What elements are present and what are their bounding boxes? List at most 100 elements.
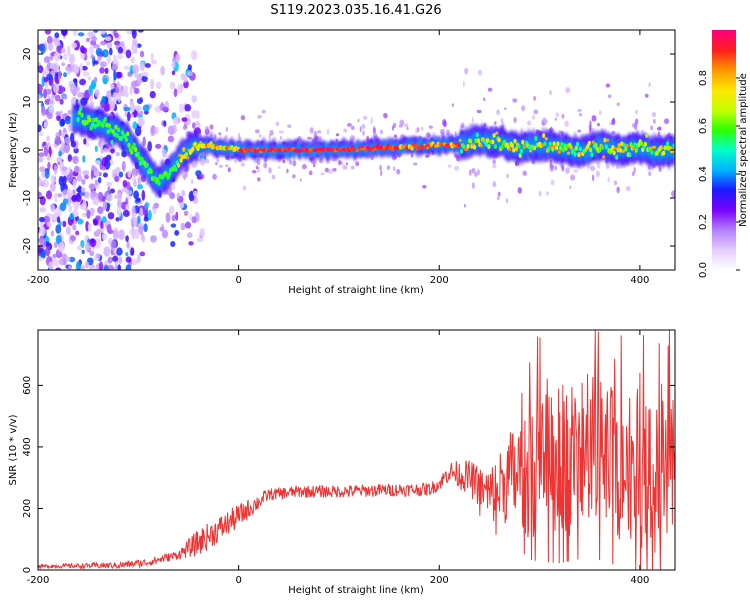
snr-x-axis: -200 0 200 400 bbox=[27, 330, 649, 586]
spectrogram-cell bbox=[139, 110, 144, 116]
spectrogram-cell bbox=[39, 207, 46, 213]
spectrogram-ridge-peak bbox=[389, 145, 393, 149]
spectrogram-cell bbox=[87, 31, 94, 37]
spectrogram-cell bbox=[162, 106, 169, 112]
spectrogram-ridge-peak bbox=[80, 112, 84, 118]
spectrogram-cell bbox=[219, 164, 223, 168]
spectrogram-cell bbox=[85, 37, 91, 42]
spectrogram-cell bbox=[65, 226, 71, 236]
spectrogram-cell bbox=[110, 148, 115, 154]
spectrogram-cell bbox=[106, 181, 112, 187]
spectrogram-cell bbox=[137, 30, 144, 33]
spectrogram-ridge-peak bbox=[136, 151, 140, 157]
spectrogram-cell bbox=[48, 261, 54, 270]
spectrogram-cell bbox=[131, 44, 137, 52]
spectrogram-ridge-peak bbox=[180, 154, 185, 160]
spectrogram-cell bbox=[428, 125, 433, 129]
spectrogram-cell bbox=[650, 125, 654, 131]
spectrogram-cell bbox=[554, 117, 557, 121]
spectrogram-ridge-peak bbox=[493, 144, 497, 149]
spectrogram-cell bbox=[63, 53, 68, 61]
spectrogram-cell bbox=[522, 170, 527, 176]
spectrogram-cell bbox=[46, 190, 52, 200]
spectrogram-cell bbox=[113, 54, 117, 60]
spectrogram-ridge-peak bbox=[639, 141, 644, 146]
spectrogram-cell bbox=[116, 71, 123, 79]
spectrogram-cell bbox=[150, 125, 156, 137]
spectrogram-cell bbox=[184, 104, 192, 112]
spectrogram-cell bbox=[57, 242, 65, 253]
spectrogram-cell bbox=[109, 83, 115, 90]
colorbar-tick-label: 0.8 bbox=[698, 70, 709, 86]
spectrogram-cell bbox=[506, 173, 509, 179]
spectrogram-cell bbox=[287, 124, 292, 128]
spectrogram-ridge-peak bbox=[622, 143, 627, 148]
spectrogram-cell bbox=[81, 212, 88, 217]
spectrogram-cell bbox=[141, 189, 146, 201]
spectrogram-ridge-peak bbox=[113, 131, 117, 137]
spectrogram-ridge-peak bbox=[542, 133, 546, 139]
spectrogram-cell bbox=[143, 223, 148, 233]
spectrogram-cell bbox=[261, 109, 266, 114]
spectrogram-ridge-peak bbox=[521, 139, 525, 145]
spectrogram-cell bbox=[130, 247, 135, 256]
spectrogram-ridge-peak bbox=[167, 172, 171, 178]
spectrogram-cell bbox=[268, 133, 271, 140]
spectrogram-ridge-peak bbox=[573, 151, 577, 157]
spectrogram-ridge-peak bbox=[110, 139, 114, 145]
spectrogram-cell bbox=[111, 100, 116, 110]
spectrogram-ridge-peak bbox=[140, 156, 144, 162]
spectrogram-cell bbox=[117, 192, 122, 203]
spectrogram-cell bbox=[188, 190, 195, 202]
spectrogram-cell bbox=[195, 170, 202, 177]
spectrogram-cell bbox=[271, 174, 276, 180]
spectrogram-cell bbox=[380, 170, 383, 177]
spectrogram-cell bbox=[95, 48, 103, 56]
spectrogram-cell bbox=[38, 65, 41, 72]
spectrogram-cell bbox=[406, 126, 409, 131]
spectrogram-cell bbox=[605, 163, 610, 169]
spectrogram-cell bbox=[173, 88, 178, 98]
spectrogram-cell bbox=[440, 128, 445, 135]
spectrogram-ridge-peak bbox=[551, 146, 555, 152]
spectrogram-cell bbox=[84, 261, 90, 269]
spectrogram-cell bbox=[77, 185, 83, 194]
spectrogram-y-label: Frequency (Hz) bbox=[8, 112, 19, 188]
spectrogram-cell bbox=[162, 149, 167, 158]
spectrogram-cell bbox=[54, 135, 61, 146]
spectrogram-cell bbox=[179, 103, 185, 113]
spectrogram-cell bbox=[39, 216, 45, 223]
spectrogram-ridge-peak bbox=[666, 141, 670, 147]
figure-title: S119.2023.035.16.41.G26 bbox=[270, 3, 441, 18]
spectrogram-ridge-peak bbox=[606, 138, 610, 142]
spectrogram-ridge-peak bbox=[611, 145, 615, 150]
spectrogram-cell bbox=[124, 111, 128, 117]
spectrogram-ridge-peak bbox=[600, 145, 605, 151]
spectrogram-cell bbox=[195, 110, 200, 120]
spectrogram-cell bbox=[133, 190, 140, 200]
spectrogram-cell bbox=[282, 159, 286, 164]
spectrogram-cell bbox=[191, 216, 197, 224]
spectrogram-ridge-peak bbox=[117, 127, 121, 133]
spectrogram-cell bbox=[309, 127, 314, 134]
spectrogram-cell bbox=[277, 165, 281, 169]
spectrogram-cell bbox=[527, 120, 531, 126]
spectrogram-cell bbox=[578, 113, 583, 117]
spectrogram-cell bbox=[99, 261, 103, 270]
spectrogram-ridge-peak bbox=[671, 148, 675, 154]
spectrogram-ridge-peak bbox=[182, 147, 186, 152]
spectrogram-cell bbox=[72, 78, 78, 83]
spectrogram-cell bbox=[197, 158, 203, 162]
spectrogram-cell bbox=[133, 87, 140, 95]
spectrogram-cell bbox=[41, 179, 49, 188]
spectrogram-cell bbox=[555, 112, 559, 118]
spectrogram-cell bbox=[564, 120, 569, 127]
spectrogram-cell bbox=[251, 170, 257, 174]
spectrogram-cell bbox=[82, 199, 87, 211]
spectrogram-cell bbox=[362, 115, 368, 120]
spectrogram-ridge-peak bbox=[230, 145, 234, 150]
spectrogram-cell bbox=[255, 165, 259, 170]
spectrogram-cell bbox=[500, 117, 504, 124]
spectrogram-cell bbox=[165, 212, 171, 223]
spectrogram-cell bbox=[126, 241, 130, 249]
